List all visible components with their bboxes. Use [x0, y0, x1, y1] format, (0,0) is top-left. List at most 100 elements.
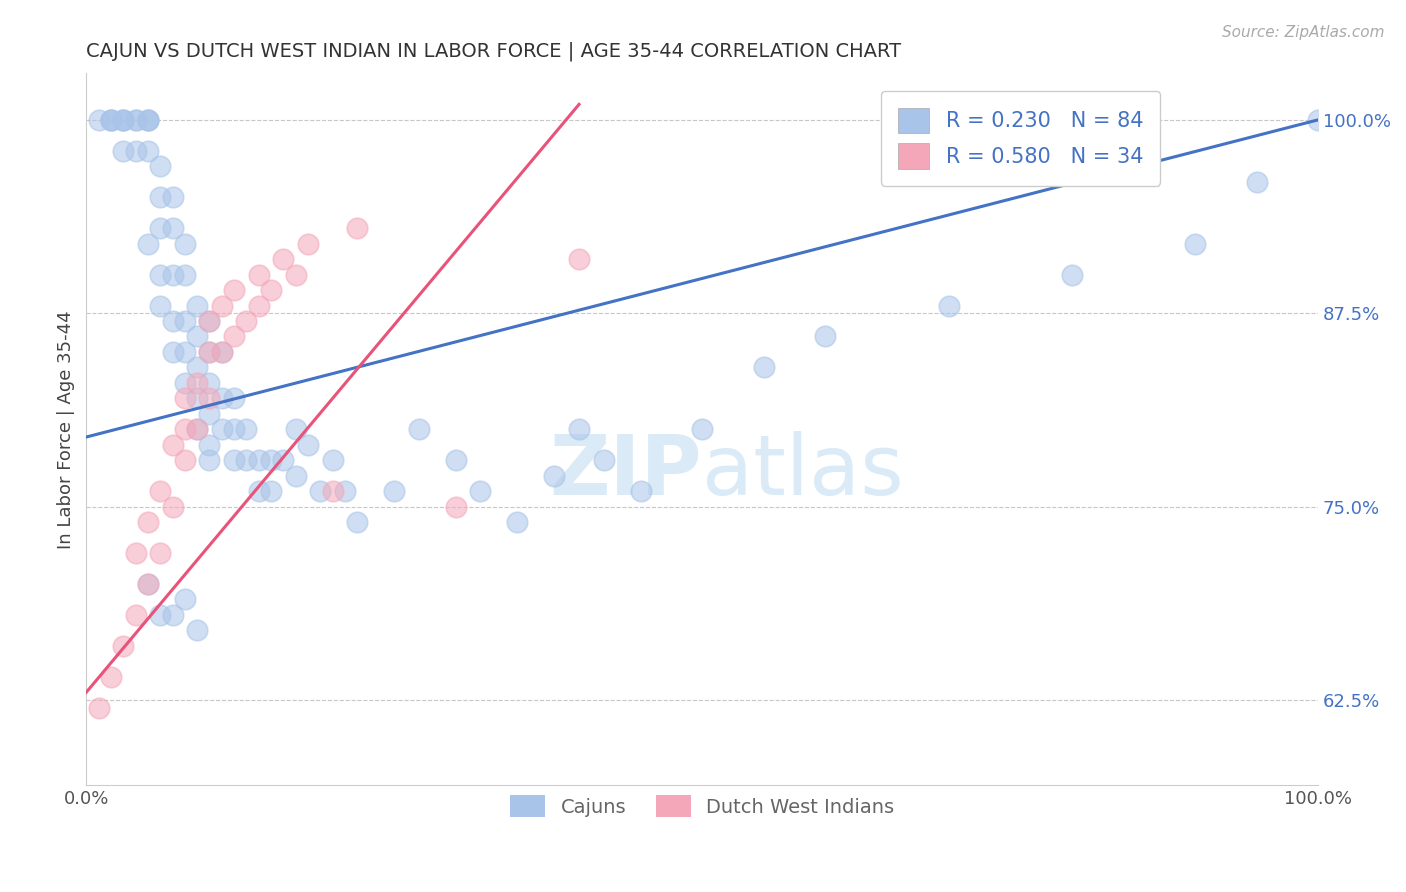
- Point: [309, 484, 332, 499]
- Point: [284, 468, 307, 483]
- Point: [162, 190, 184, 204]
- Point: [149, 221, 172, 235]
- Point: [136, 515, 159, 529]
- Point: [260, 484, 283, 499]
- Point: [162, 221, 184, 235]
- Point: [186, 392, 208, 406]
- Point: [173, 345, 195, 359]
- Point: [630, 484, 652, 499]
- Point: [592, 453, 614, 467]
- Point: [211, 345, 233, 359]
- Point: [938, 298, 960, 312]
- Point: [382, 484, 405, 499]
- Point: [224, 453, 246, 467]
- Point: [112, 144, 135, 158]
- Point: [224, 329, 246, 343]
- Point: [87, 700, 110, 714]
- Point: [284, 268, 307, 282]
- Point: [136, 112, 159, 127]
- Point: [198, 345, 221, 359]
- Point: [444, 500, 467, 514]
- Point: [247, 298, 270, 312]
- Point: [1184, 236, 1206, 251]
- Point: [690, 422, 713, 436]
- Point: [162, 607, 184, 622]
- Point: [186, 360, 208, 375]
- Point: [1308, 112, 1330, 127]
- Point: [136, 112, 159, 127]
- Point: [198, 376, 221, 390]
- Point: [186, 329, 208, 343]
- Text: ZIP: ZIP: [550, 432, 702, 513]
- Text: CAJUN VS DUTCH WEST INDIAN IN LABOR FORCE | AGE 35-44 CORRELATION CHART: CAJUN VS DUTCH WEST INDIAN IN LABOR FORC…: [86, 42, 901, 62]
- Point: [173, 422, 195, 436]
- Point: [235, 422, 257, 436]
- Point: [112, 112, 135, 127]
- Point: [112, 112, 135, 127]
- Point: [273, 453, 295, 467]
- Point: [247, 484, 270, 499]
- Point: [346, 221, 368, 235]
- Point: [297, 438, 319, 452]
- Point: [211, 392, 233, 406]
- Point: [173, 236, 195, 251]
- Point: [211, 345, 233, 359]
- Point: [198, 392, 221, 406]
- Point: [173, 314, 195, 328]
- Point: [1060, 268, 1083, 282]
- Point: [186, 422, 208, 436]
- Point: [124, 112, 146, 127]
- Point: [322, 453, 344, 467]
- Point: [297, 236, 319, 251]
- Point: [100, 112, 122, 127]
- Point: [235, 314, 257, 328]
- Point: [568, 422, 591, 436]
- Point: [568, 252, 591, 266]
- Point: [149, 190, 172, 204]
- Point: [752, 360, 775, 375]
- Point: [235, 453, 257, 467]
- Point: [444, 453, 467, 467]
- Point: [198, 314, 221, 328]
- Point: [149, 546, 172, 560]
- Point: [186, 376, 208, 390]
- Point: [198, 345, 221, 359]
- Point: [136, 144, 159, 158]
- Point: [211, 298, 233, 312]
- Point: [149, 484, 172, 499]
- Point: [112, 112, 135, 127]
- Point: [543, 468, 565, 483]
- Point: [124, 607, 146, 622]
- Point: [162, 345, 184, 359]
- Point: [408, 422, 430, 436]
- Point: [112, 639, 135, 653]
- Text: Source: ZipAtlas.com: Source: ZipAtlas.com: [1222, 25, 1385, 40]
- Point: [173, 268, 195, 282]
- Point: [100, 112, 122, 127]
- Point: [162, 500, 184, 514]
- Point: [136, 577, 159, 591]
- Point: [124, 546, 146, 560]
- Point: [247, 453, 270, 467]
- Point: [162, 268, 184, 282]
- Point: [186, 624, 208, 638]
- Point: [273, 252, 295, 266]
- Point: [186, 422, 208, 436]
- Point: [149, 607, 172, 622]
- Point: [346, 515, 368, 529]
- Point: [1246, 175, 1268, 189]
- Point: [198, 438, 221, 452]
- Point: [173, 376, 195, 390]
- Point: [224, 283, 246, 297]
- Point: [173, 392, 195, 406]
- Point: [224, 422, 246, 436]
- Point: [124, 144, 146, 158]
- Point: [149, 298, 172, 312]
- Legend: Cajuns, Dutch West Indians: Cajuns, Dutch West Indians: [502, 788, 903, 825]
- Point: [198, 407, 221, 421]
- Point: [149, 159, 172, 173]
- Point: [149, 268, 172, 282]
- Point: [186, 298, 208, 312]
- Point: [814, 329, 837, 343]
- Point: [100, 670, 122, 684]
